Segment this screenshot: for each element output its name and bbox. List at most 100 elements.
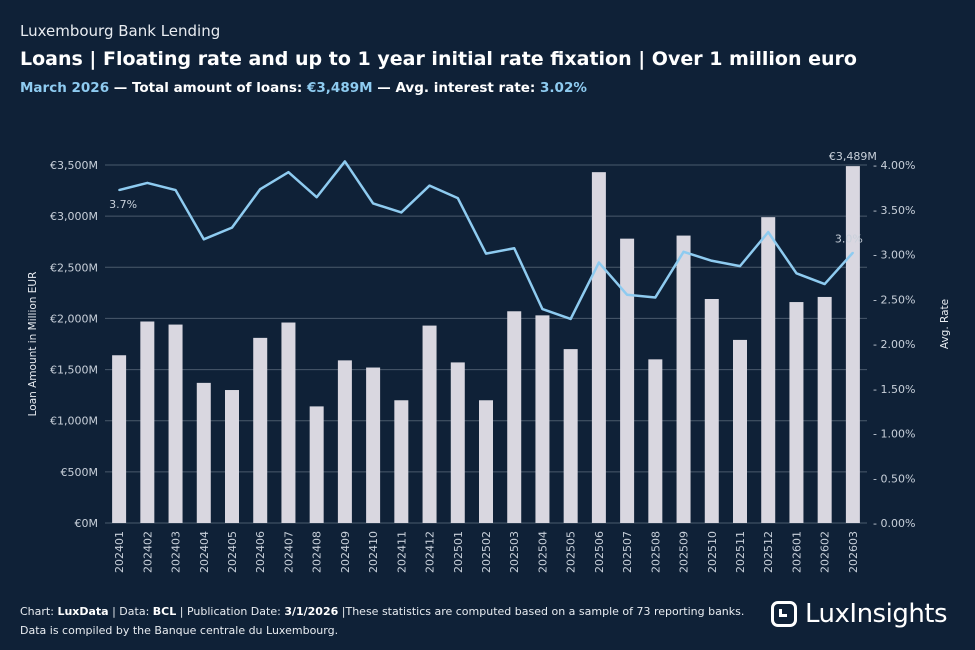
x-tick-label: 202506 [593,531,606,573]
y-tick-label: €2,500M [50,261,98,274]
subtitle-rate: 3.02% [540,80,587,96]
x-tick-label: 202502 [480,531,493,573]
y2-axis-label: Avg. Rate [939,299,951,349]
footer-line-1: Chart: LuxData | Data: BCL | Publication… [20,602,744,621]
logo-mark-icon [771,601,797,627]
data-label: 3.0% [835,233,863,246]
subtitle-sep-1: — Total amount of loans: [109,80,308,96]
y-tick-label: €500M [61,466,99,479]
y2-tick-label: - 1.00% [873,428,915,441]
x-tick-label: 202510 [706,531,719,573]
bar [225,390,239,523]
y-tick-label: €2,000M [50,312,98,325]
x-tick-label: 202408 [311,531,324,573]
x-tick-label: 202505 [565,531,578,573]
subtitle-sep-2: — Avg. interest rate: [372,80,541,96]
footer-pub-date: 3/1/2026 [284,605,339,618]
bar [253,337,268,523]
rate-point [485,252,487,255]
rate-point [259,188,262,191]
rate-point [456,197,459,200]
bar [309,406,324,523]
rate-point [343,160,346,163]
rate-point [682,250,685,253]
y2-tick-label: - 2.50% [873,293,915,306]
bar [648,359,663,523]
x-tick-label: 202512 [762,531,775,573]
footer-mid-2: | Publication Date: [176,605,285,618]
rate-point [597,261,600,264]
rate-point [739,265,741,268]
y2-tick-label: - 3.50% [873,204,915,217]
footer-prefix: Chart: [20,605,58,618]
bar [112,355,127,523]
x-tick-label: 202503 [508,531,521,573]
bar [535,315,550,523]
y2-tick-label: - 0.00% [873,517,915,530]
y-tick-label: €1,000M [50,415,98,428]
data-label: €3,489M [829,150,877,163]
x-tick-label: 202603 [847,531,860,573]
bar [394,400,409,523]
x-tick-label: 202402 [141,531,154,573]
bar [479,400,493,523]
chart-supertitle: Luxembourg Bank Lending [20,22,221,40]
y-tick-label: €3,500M [50,159,98,172]
y2-tick-label: - 2.00% [873,338,915,351]
rate-line [118,160,854,321]
x-tick-label: 202602 [819,531,832,573]
bar [281,322,296,523]
logo-text-a: Lux [805,599,850,629]
rate-point [654,296,657,299]
y-tick-label: €3,000M [50,210,98,223]
luxinsights-logo: LuxInsights [771,596,948,632]
x-tick-label: 202410 [367,531,380,573]
rate-point [710,259,713,262]
footer-line-2: Data is compiled by the Banque centrale … [20,624,339,637]
bar [591,172,606,523]
footer-chart-by: LuxData [57,605,109,618]
bar [733,339,747,523]
y2-tick-label: - 3.00% [873,249,915,262]
bar [676,235,691,523]
x-tick-label: 202403 [170,531,183,573]
combo-chart: €0M €500M €1,000M €1,500M €2,000M €2,500M €3,0… [27,150,951,573]
x-tick-label: 202601 [790,531,803,573]
rate-point [541,308,544,311]
x-tick-label: 202404 [198,531,211,573]
bar [168,324,183,523]
rate-point [146,181,149,184]
bar [563,349,578,523]
rate-point [118,189,121,192]
logo-text-b: Insights [849,599,948,629]
x-tick-label: 202509 [678,531,691,573]
y-tick-label: €0M [75,517,99,530]
footer-suffix: |These statistics are computed based on … [338,605,745,618]
logo-text: LuxInsights [805,599,948,629]
bar [845,166,860,524]
data-label: 3.7% [109,198,137,211]
rate-point [569,317,572,320]
rate-point [513,247,516,250]
rate-point [428,184,431,187]
subtitle-period: March 2026 [20,80,110,96]
bar [196,382,211,523]
y2-tick-label: - 1.50% [873,383,915,396]
bar [704,298,719,523]
rate-point [287,171,290,174]
y-tick-label: €1,500M [50,364,98,377]
footer-mid: | Data: [108,605,153,618]
bar [789,302,804,523]
bar [620,238,635,523]
x-tick-label: 202504 [536,531,549,573]
x-tick-label: 202409 [339,531,352,573]
rate-point [372,202,375,205]
rate-point [767,231,770,234]
bar [337,360,352,523]
x-tick-label: 202407 [282,531,295,573]
bar [450,362,465,523]
x-tick-label: 202508 [649,531,662,573]
rate-point [174,189,177,192]
chart-subtitle: March 2026 — Total amount of loans: €3,4… [20,80,587,96]
x-tick-label: 202405 [226,531,239,573]
